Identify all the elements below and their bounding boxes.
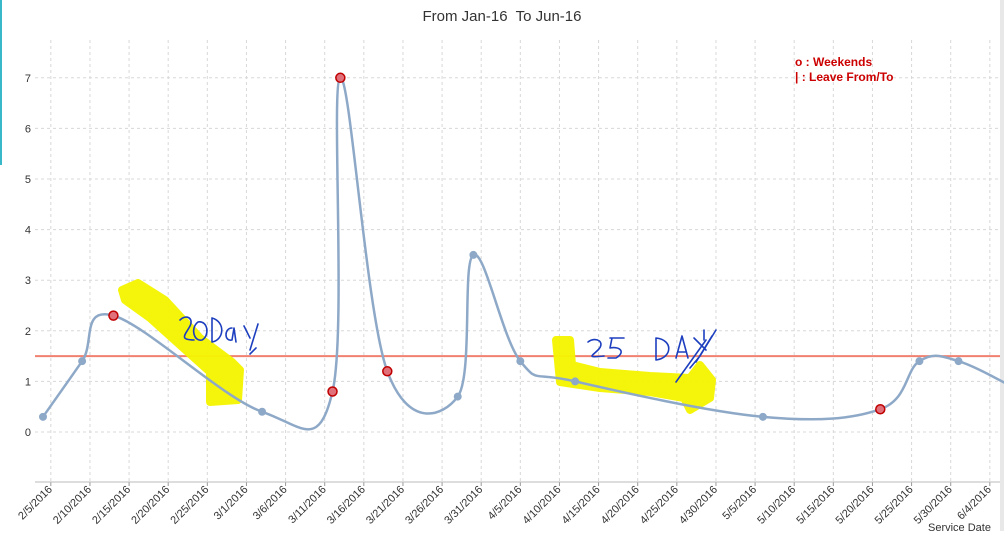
x-tick-label: 3/31/2016 <box>442 484 485 527</box>
x-tick-label: 2/25/2016 <box>168 484 211 527</box>
data-point <box>40 413 47 420</box>
y-tick-label: 5 <box>25 174 31 186</box>
x-tick-label: 3/1/2016 <box>212 484 251 523</box>
series-line <box>43 78 1004 430</box>
ink-stroke <box>694 330 712 362</box>
x-tick-label: 3/11/2016 <box>286 484 329 527</box>
data-point <box>454 393 461 400</box>
data-point <box>572 378 579 385</box>
x-tick-label: 3/26/2016 <box>403 484 446 527</box>
x-tick-label: 4/25/2016 <box>638 484 681 527</box>
x-tick-label: 4/15/2016 <box>560 484 603 527</box>
axes: 0 1 2 3 4 5 6 7 <box>25 73 1000 486</box>
data-point <box>79 358 86 365</box>
x-tick-label: 5/15/2016 <box>794 484 837 527</box>
weekend-point <box>383 367 392 376</box>
x-tick-label: 3/6/2016 <box>251 484 290 523</box>
data-point <box>259 408 266 415</box>
data-point <box>517 358 524 365</box>
y-tick-label: 0 <box>25 427 31 439</box>
y-tick-label: 1 <box>25 376 31 388</box>
x-tick-label: 4/5/2016 <box>486 484 525 523</box>
x-tick-label: 5/10/2016 <box>755 484 798 527</box>
x-tick-label: 2/15/2016 <box>90 484 133 527</box>
x-tick-label: 2/20/2016 <box>129 484 172 527</box>
x-tick-label: 3/21/2016 <box>364 484 407 527</box>
x-tick-label: 4/20/2016 <box>599 484 642 527</box>
y-tick-label: 7 <box>25 73 31 85</box>
data-point <box>916 358 923 365</box>
y-tick-label: 6 <box>25 123 31 135</box>
data-points <box>40 73 1004 420</box>
chart-title: From Jan-16 To Jun-16 <box>0 8 1004 25</box>
x-axis-title: Service Date <box>928 522 991 534</box>
ink-stroke <box>608 338 624 358</box>
data-point <box>955 358 962 365</box>
weekend-point <box>328 387 337 396</box>
weekend-point <box>876 405 885 414</box>
x-tick-label: 2/10/2016 <box>51 484 94 527</box>
weekend-point <box>109 311 118 320</box>
highlight-arrow-left <box>122 283 240 402</box>
y-tick-label: 2 <box>25 326 31 338</box>
data-point <box>759 413 766 420</box>
legend-item-weekends: o : Weekends <box>795 55 893 70</box>
ink-stroke <box>588 340 604 357</box>
x-tick-label: 4/10/2016 <box>520 484 563 527</box>
x-tick-label: 5/5/2016 <box>720 484 759 523</box>
x-tick-label: 5/30/2016 <box>912 484 955 527</box>
series-path <box>43 78 1004 430</box>
ink-stroke <box>212 318 222 342</box>
weekend-point <box>336 73 345 82</box>
x-tick-label: 5/25/2016 <box>873 484 916 527</box>
x-tick-label: 2/5/2016 <box>16 484 55 523</box>
chart-legend: o : Weekends | : Leave From/To <box>795 55 893 85</box>
y-tick-label: 3 <box>25 275 31 287</box>
data-point <box>470 251 477 258</box>
ink-stroke <box>226 328 236 342</box>
x-tick-label: 6/4/2016 <box>955 484 994 523</box>
ink-stroke <box>676 336 688 358</box>
x-tick-label: 5/20/2016 <box>833 484 876 527</box>
highlight-arrow-right <box>556 340 712 410</box>
y-tick-label: 4 <box>25 225 31 237</box>
x-tick-label: 4/30/2016 <box>677 484 720 527</box>
x-tick-labels: 2/5/20162/10/20162/15/20162/20/20162/25/… <box>16 484 994 527</box>
legend-item-leave: | : Leave From/To <box>795 70 893 85</box>
x-tick-label: 3/16/2016 <box>325 484 368 527</box>
